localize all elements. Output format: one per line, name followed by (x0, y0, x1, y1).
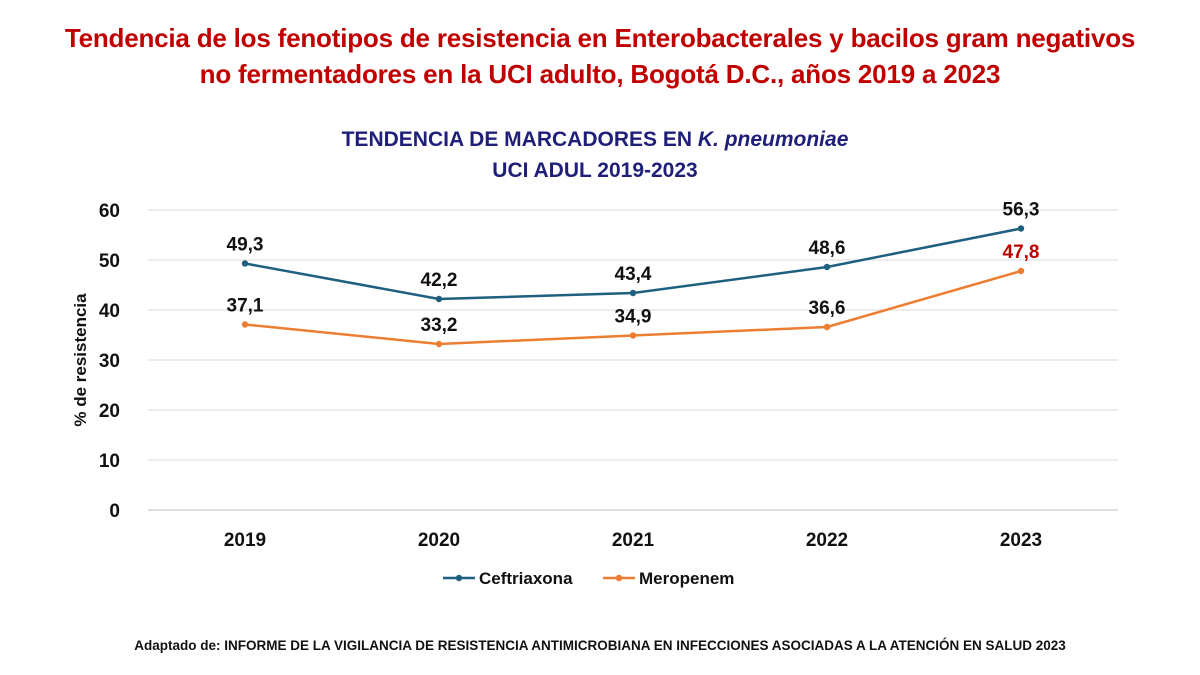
data-label: 34,9 (615, 307, 652, 328)
data-point (435, 340, 443, 348)
data-point (629, 332, 637, 339)
data-point (241, 321, 249, 328)
data-point (1017, 267, 1025, 275)
data-point (823, 323, 831, 331)
data-label: 33,2 (421, 315, 458, 336)
chart-title: TENDENCIA DE MARCADORES EN K. pneumoniae… (0, 124, 1190, 186)
data-label: 37,1 (227, 296, 264, 317)
x-tick-label: 2022 (806, 530, 848, 551)
data-label: 49,3 (227, 235, 264, 256)
data-label: 47,8 (1003, 242, 1040, 263)
y-tick-label: 50 (99, 251, 120, 272)
headline-line-1: Tendencia de los fenotipos de resistenci… (64, 23, 1136, 53)
legend-label: Ceftriaxona (479, 569, 573, 588)
x-tick-label: 2021 (612, 530, 655, 551)
headline-line-2: no fermentadores en la UCI adulto, Bogot… (199, 59, 1001, 89)
data-label: 36,6 (809, 298, 846, 319)
x-tick-label: 2020 (418, 530, 460, 551)
data-point (823, 263, 831, 271)
chart-title-line-1: TENDENCIA DE MARCADORES EN K. pneumoniae (0, 124, 1190, 155)
legend-label: Meropenem (639, 569, 734, 588)
data-label: 56,3 (1003, 200, 1040, 221)
data-label: 48,6 (809, 238, 846, 259)
page-headline: Tendencia de los fenotipos de resistenci… (0, 20, 1200, 92)
x-tick-label: 2023 (1000, 530, 1042, 551)
y-tick-label: 40 (99, 301, 120, 322)
x-tick-label: 2019 (224, 530, 266, 551)
y-tick-label: 20 (99, 401, 120, 422)
data-point (1017, 225, 1025, 232)
source-note: Adaptado de: INFORME DE LA VIGILANCIA DE… (134, 638, 1066, 653)
data-label: 43,4 (615, 264, 652, 285)
y-tick-label: 10 (99, 451, 120, 472)
legend-marker (615, 574, 623, 582)
chart-title-prefix: TENDENCIA DE MARCADORES EN (341, 128, 698, 151)
data-point (435, 295, 443, 303)
legend-marker (455, 574, 463, 582)
y-tick-label: 0 (109, 501, 120, 522)
chart-title-line-2: UCI ADUL 2019-2023 (492, 159, 698, 182)
y-axis-label: % de resistencia (71, 293, 90, 427)
chart-title-species: K. pneumoniae (697, 128, 849, 151)
y-tick-label: 30 (99, 351, 120, 372)
data-point (241, 260, 249, 267)
y-tick-label: 60 (99, 201, 120, 222)
data-label: 42,2 (421, 270, 458, 291)
data-point (629, 289, 637, 297)
